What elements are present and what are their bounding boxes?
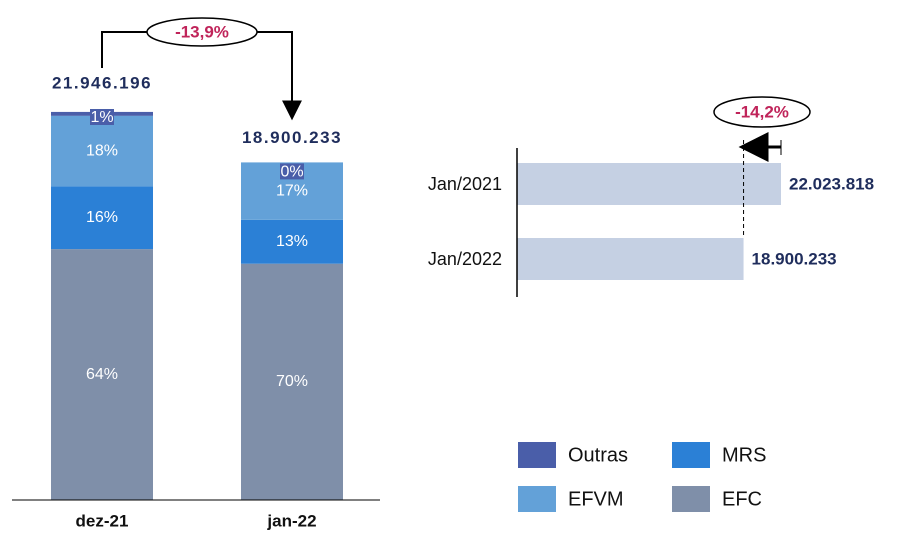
bar-segment (241, 219, 343, 264)
legend-label: MRS (722, 444, 766, 466)
legend-swatch (518, 442, 556, 468)
legend-swatch (672, 442, 710, 468)
legend-label: EFVM (568, 488, 624, 510)
legend-label: EFC (722, 488, 762, 510)
value-label-bg (280, 163, 304, 180)
value-label: 17% (276, 182, 308, 199)
bar-segment (51, 186, 153, 250)
bar (517, 163, 781, 205)
value-label: 22.023.818 (789, 174, 874, 193)
bar-segment (241, 263, 343, 500)
bracket-arrow (257, 31, 302, 121)
annotation: -14,2% (735, 102, 789, 121)
x-tick-label: jan-22 (266, 511, 316, 530)
y-tick-label: Jan/2022 (428, 249, 502, 269)
bracket (101, 31, 147, 68)
value-label: 0% (280, 164, 303, 181)
value-label: 1% (90, 109, 113, 126)
bar (517, 238, 744, 280)
value-label-bg (90, 109, 114, 125)
value-label: 70% (276, 373, 308, 390)
legend-swatch (672, 486, 710, 512)
value-label: 16% (86, 209, 118, 226)
x-tick-label: dez-21 (76, 511, 129, 530)
value-label: 18.900.233 (752, 249, 837, 268)
annotation: -13,9% (175, 22, 229, 41)
total-label: 21.946.196 (52, 73, 152, 92)
annotation-ellipse (713, 96, 811, 128)
annotation-ellipse (146, 17, 258, 47)
value-label: 64% (86, 366, 118, 383)
bar-segment (51, 115, 153, 187)
bar-segment (51, 249, 153, 500)
legend-label: Outras (568, 444, 628, 466)
value-label: 13% (276, 233, 308, 250)
legend-swatch (518, 486, 556, 512)
y-tick-label: Jan/2021 (428, 174, 502, 194)
value-label: 18% (86, 142, 118, 159)
total-label: 18.900.233 (242, 128, 342, 147)
